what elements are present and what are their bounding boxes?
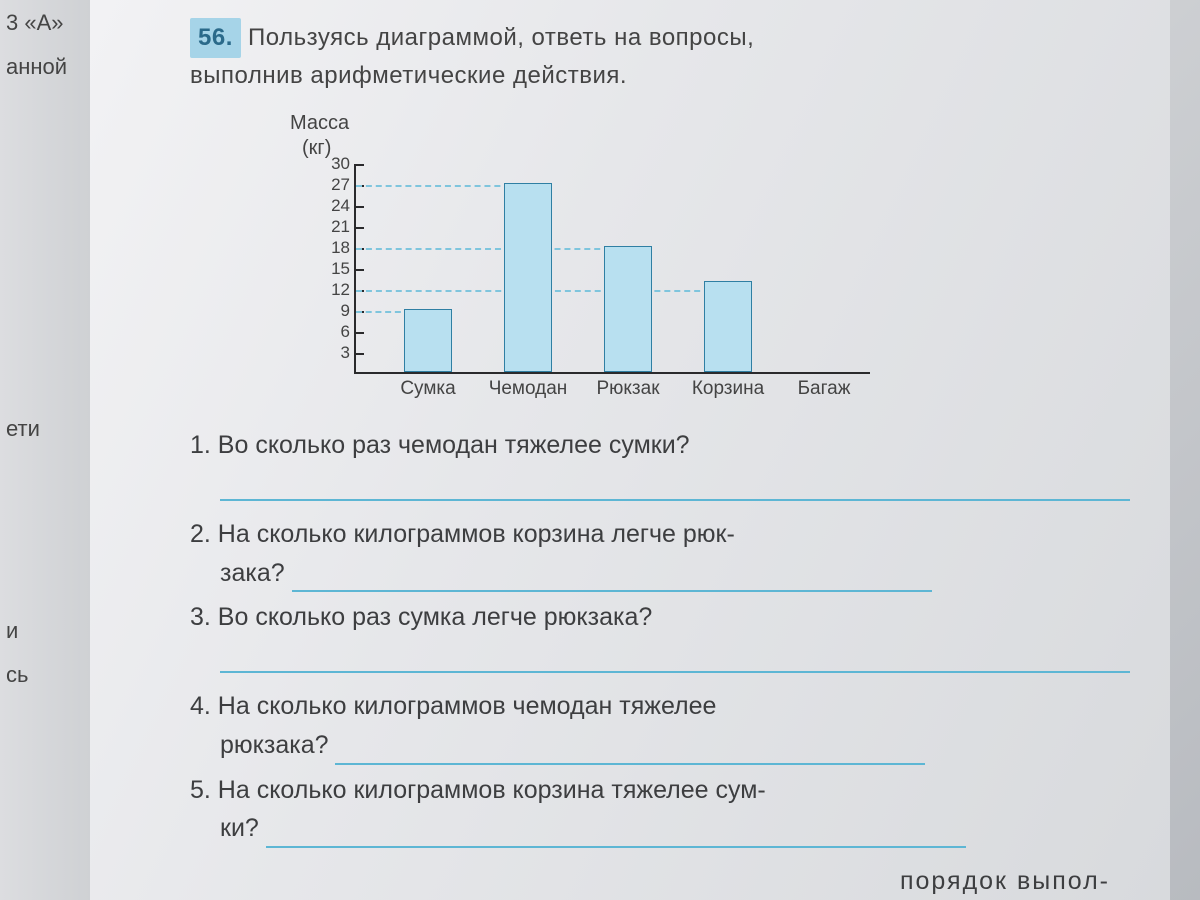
answer-line[interactable]	[335, 759, 925, 765]
x-label: Чемодан	[489, 378, 568, 400]
y-tick: 24	[310, 196, 350, 216]
y-tick: 18	[310, 238, 350, 258]
question-number: 2.	[190, 520, 218, 548]
chart-unit: (кг)	[302, 137, 1130, 160]
bar	[504, 183, 552, 372]
question-item: 4. На сколько килограммов чемодан тяжеле…	[190, 687, 1130, 765]
x-label: Рюкзак	[596, 378, 659, 400]
y-tick: 15	[310, 259, 350, 279]
bar	[604, 246, 652, 372]
question-number: 5.	[190, 776, 218, 804]
frag: 3 «А»	[6, 10, 84, 36]
question-item: 5. На сколько килограммов корзина тяжеле…	[190, 771, 1130, 849]
question-number: 4.	[190, 692, 218, 720]
question-item: 1. Во сколько раз чемодан тяжелее сумки?	[190, 426, 1130, 501]
answer-line[interactable]	[220, 643, 1130, 673]
frag: ети	[6, 416, 84, 442]
question-text: 5. На сколько килограммов корзина тяжеле…	[190, 771, 1130, 810]
bar	[404, 309, 452, 372]
question-text: 3. Во сколько раз сумка легче рюкзака?	[190, 598, 1130, 637]
question-item: 3. Во сколько раз сумка легче рюкзака?	[190, 598, 1130, 673]
y-tick: 6	[310, 322, 350, 342]
x-label: Корзина	[692, 378, 764, 400]
bar	[704, 281, 752, 372]
instruction-line1: Пользуясь диаграммой, ответь на вопросы,	[248, 24, 754, 51]
chart-container: Масса (кг) 36912151821242730СумкаЧемодан…	[310, 112, 1130, 394]
x-axis	[354, 372, 870, 374]
instruction-line2: выполнив арифметические действия.	[190, 62, 627, 89]
frag: сь	[6, 662, 84, 688]
question-item: 2. На сколько килограммов корзина легче …	[190, 515, 1130, 593]
y-tick: 21	[310, 217, 350, 237]
problem-number: 56.	[190, 18, 241, 58]
y-tick: 30	[310, 154, 350, 174]
bottom-fragment: порядок выпол-	[900, 867, 1110, 896]
bar-chart: 36912151821242730СумкаЧемоданРюкзакКорзи…	[310, 164, 870, 394]
question-cont: зака?	[220, 554, 1130, 593]
chart-title: Масса	[290, 112, 1130, 135]
question-number: 3.	[190, 603, 218, 631]
question-text: 1. Во сколько раз чемодан тяжелее сумки?	[190, 426, 1130, 465]
guide-line	[356, 248, 630, 250]
frag: анной	[6, 54, 84, 80]
frag: и	[6, 618, 84, 644]
question-text: 4. На сколько килограммов чемодан тяжеле…	[190, 687, 1130, 726]
question-cont: рюкзака?	[220, 726, 1130, 765]
x-label: Сумка	[400, 378, 455, 400]
answer-line[interactable]	[292, 586, 932, 592]
y-tick: 9	[310, 301, 350, 321]
questions-list: 1. Во сколько раз чемодан тяжелее сумки?…	[190, 426, 1130, 848]
answer-line[interactable]	[266, 842, 966, 848]
y-tick: 3	[310, 343, 350, 363]
left-page-fragments: 3 «А» анной ети и сь	[0, 0, 90, 900]
y-tick: 27	[310, 175, 350, 195]
problem-instructions: 56. Пользуясь диаграммой, ответь на вопр…	[190, 18, 1130, 94]
page-content: 56. Пользуясь диаграммой, ответь на вопр…	[90, 0, 1170, 900]
answer-line[interactable]	[220, 471, 1130, 501]
x-label: Багаж	[798, 378, 851, 400]
question-cont: ки?	[220, 809, 1130, 848]
y-tick: 12	[310, 280, 350, 300]
question-text: 2. На сколько килограммов корзина легче …	[190, 515, 1130, 554]
question-number: 1.	[190, 431, 218, 459]
